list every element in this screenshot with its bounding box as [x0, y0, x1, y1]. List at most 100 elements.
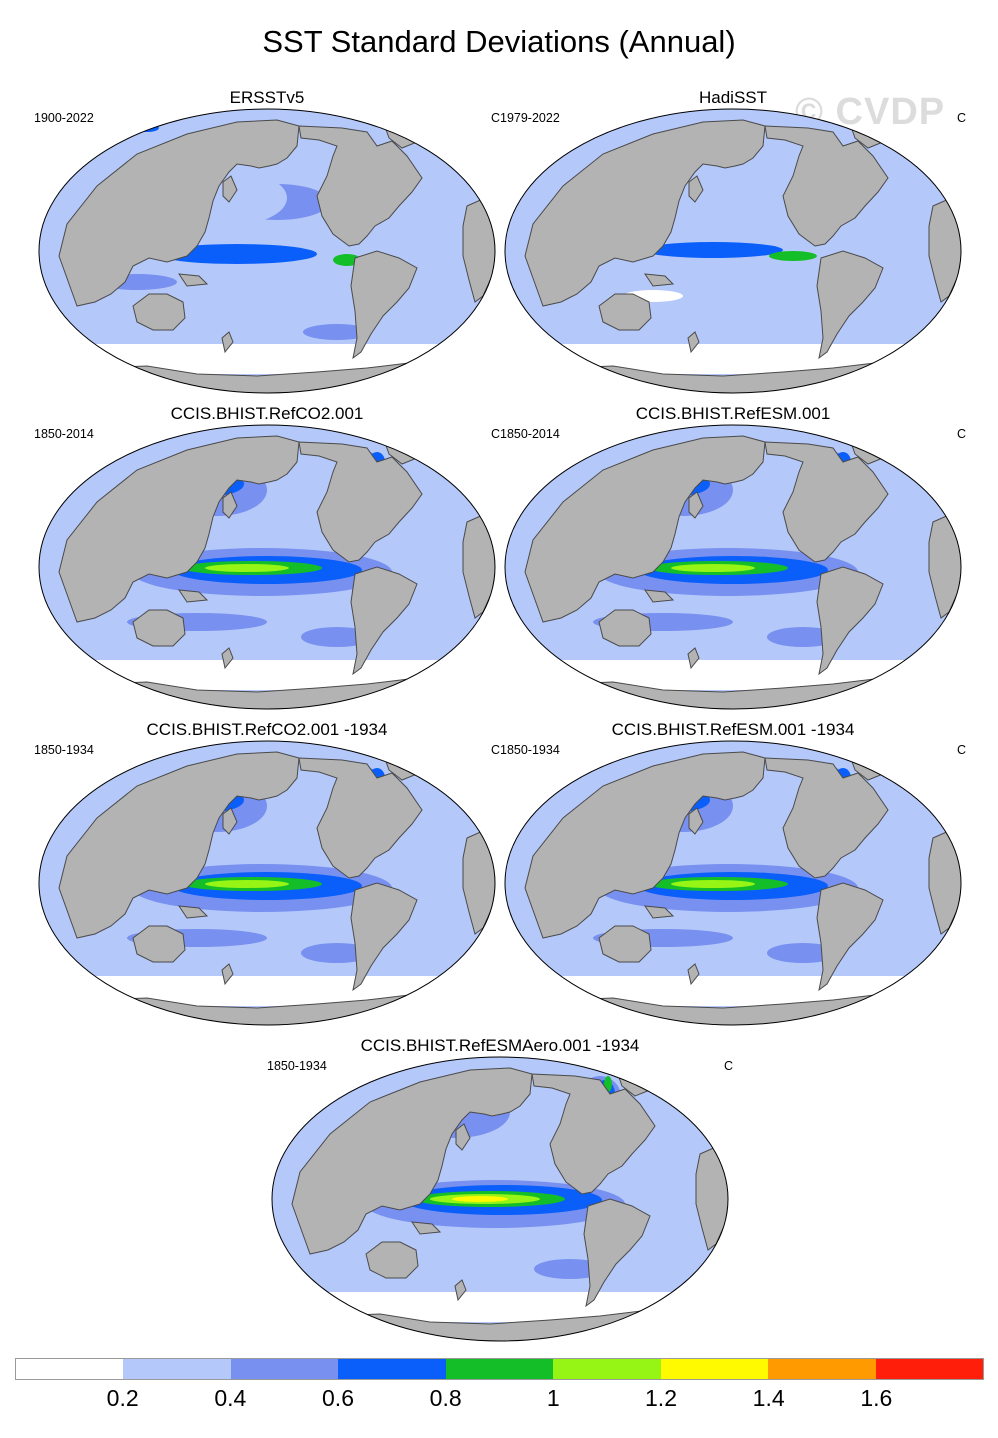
contour-patch	[769, 251, 817, 261]
ocean-low-band	[505, 344, 961, 374]
colorbar-label: 0.2	[106, 1385, 139, 1411]
colorbar-swatch-6	[660, 1359, 769, 1379]
map-outline	[38, 740, 496, 1026]
land-uk	[922, 787, 936, 807]
colorbar-swatch-8	[875, 1359, 983, 1379]
colorbar-label: 1.2	[645, 1385, 677, 1411]
land-namerica	[764, 441, 889, 563]
land-japan	[688, 175, 704, 203]
land-uk	[456, 787, 470, 807]
map-field	[272, 1057, 728, 1341]
land-asia	[524, 119, 766, 307]
land-nz	[221, 647, 234, 670]
land-samerica	[350, 566, 418, 676]
panel-title: ERSSTv5	[229, 88, 305, 107]
panel-title: CCIS.BHIST.RefESMAero.001 -1934	[360, 1036, 640, 1055]
land-asia	[524, 751, 766, 939]
land-asia	[524, 435, 766, 623]
land-newguinea	[177, 589, 209, 603]
map-outline	[504, 424, 962, 710]
map-plot	[271, 1056, 729, 1342]
map-plot	[38, 740, 496, 1026]
contour-patch	[205, 880, 289, 888]
land-uk	[456, 155, 470, 175]
map-panel-ersstv5: ERSSTv5 1900-2022 C	[32, 88, 502, 394]
land-newguinea	[643, 273, 675, 287]
land-australia	[365, 1241, 419, 1279]
land-samerica	[350, 882, 418, 992]
land-samerica	[816, 882, 884, 992]
colorbar-swatch-5	[553, 1359, 661, 1379]
panel-units: C	[956, 111, 966, 125]
land-namerica	[298, 757, 423, 879]
map-panel-refesm: CCIS.BHIST.RefESM.001 1850-2014 C	[498, 404, 968, 710]
land-nz	[221, 331, 234, 354]
land-japan	[222, 807, 238, 835]
colorbar-label: 1.6	[860, 1385, 893, 1411]
contour-patch	[303, 324, 371, 340]
land-asia	[58, 435, 300, 623]
land-uk	[456, 471, 470, 491]
land-japan	[455, 1123, 471, 1151]
land-asia	[58, 751, 300, 939]
contour-patch	[643, 242, 783, 258]
panel-title: CCIS.BHIST.RefCO2.001 -1934	[146, 720, 388, 739]
land-namerica	[298, 125, 423, 247]
contour-patch	[671, 564, 755, 572]
land-namerica	[764, 757, 889, 879]
ocean-low-band	[272, 1292, 728, 1322]
land-newguinea	[643, 589, 675, 603]
map-outline	[271, 1056, 729, 1342]
colorbar-swatch-0	[16, 1359, 124, 1379]
map-panel-refco2: CCIS.BHIST.RefCO2.001 1850-2014 C	[32, 404, 502, 710]
ocean-low-band	[39, 976, 495, 1006]
map-panel-refesmaero-1934: CCIS.BHIST.RefESMAero.001 -1934 1850-193…	[265, 1036, 735, 1342]
panel-units: C	[956, 427, 966, 441]
colorbar-label: 0.6	[322, 1385, 354, 1411]
map-outline	[504, 108, 962, 394]
map-panel-hadisst: HadiSST 1979-2022 C	[498, 88, 968, 394]
land-uk	[922, 155, 936, 175]
land-nz	[221, 963, 234, 986]
contour-patch	[452, 1196, 508, 1202]
land-newguinea	[177, 273, 209, 287]
map-plot	[38, 108, 496, 394]
land-samerica	[816, 250, 884, 360]
contour-patch	[135, 124, 159, 132]
panel-period: 1900-2022	[34, 111, 94, 125]
land-madagascar	[960, 617, 961, 639]
panel-period: 1850-2014	[500, 427, 560, 441]
map-panel-refco2-1934: CCIS.BHIST.RefCO2.001 -1934 1850-1934 C	[32, 720, 502, 1026]
colorbar: 0.2 0.4 0.6 0.8 1 1.2 1.4 1.6	[15, 1358, 984, 1418]
figure-title: SST Standard Deviations (Annual)	[262, 24, 736, 59]
map-outline	[38, 108, 496, 394]
panel-title: CCIS.BHIST.RefESM.001	[635, 404, 831, 423]
panel-period: 1850-1934	[34, 743, 94, 757]
land-newguinea	[410, 1221, 442, 1235]
land-japan	[688, 807, 704, 835]
land-samerica	[583, 1198, 651, 1308]
map-plot	[38, 424, 496, 710]
land-nz	[454, 1279, 467, 1302]
land-samerica	[816, 566, 884, 676]
panel-units: C	[956, 743, 966, 757]
land-namerica	[298, 441, 423, 563]
panel-title: HadiSST	[698, 88, 768, 107]
panel-period: 1850-1934	[500, 743, 560, 757]
colorbar-label: 0.4	[214, 1385, 247, 1411]
contour-patch	[157, 244, 317, 264]
land-asia	[291, 1067, 533, 1255]
colorbar-swatch-3	[338, 1359, 446, 1379]
land-newguinea	[643, 905, 675, 919]
land-madagascar	[960, 301, 961, 323]
land-australia	[132, 609, 186, 647]
land-nz	[687, 647, 700, 670]
panel-period: 1850-2014	[34, 427, 94, 441]
land-australia	[598, 925, 652, 963]
colorbar-swatch-2	[230, 1359, 339, 1379]
panel-units: C	[490, 111, 500, 125]
land-japan	[222, 491, 238, 519]
land-australia	[132, 293, 186, 331]
land-samerica	[350, 250, 418, 360]
land-japan	[222, 175, 238, 203]
